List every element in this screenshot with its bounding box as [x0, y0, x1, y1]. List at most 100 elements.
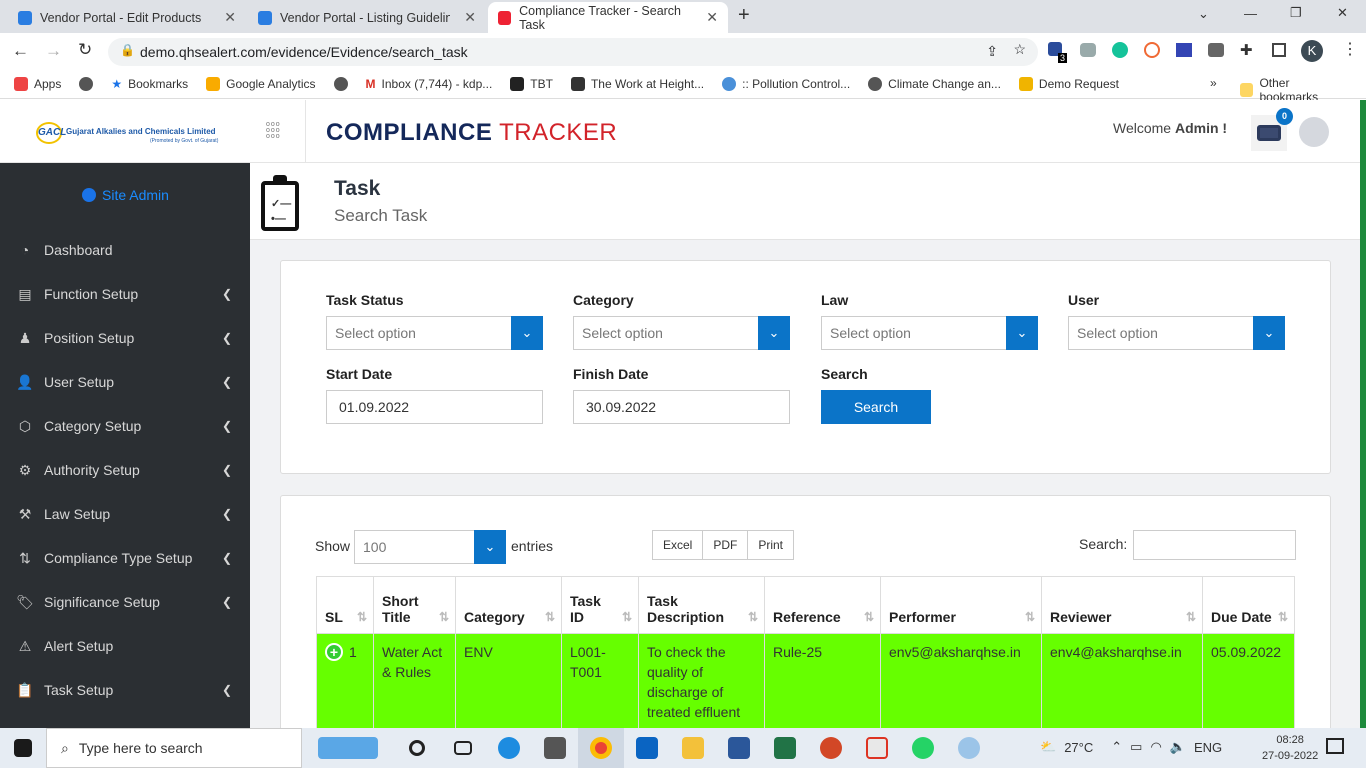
avatar[interactable]	[1299, 117, 1329, 147]
battery-icon[interactable]: ▭	[1130, 739, 1143, 754]
excel-icon[interactable]	[762, 728, 808, 768]
sort-icon[interactable]: ⇅	[863, 610, 874, 624]
print-button[interactable]: Print	[758, 538, 784, 552]
bookmark-bookmarks[interactable]: ★ Bookmarks	[111, 77, 189, 91]
grammarly-icon[interactable]	[1112, 42, 1128, 58]
clock[interactable]: 08:28 27-09-2022	[1262, 734, 1319, 762]
bookmark-inbox[interactable]: M Inbox (7,744) - kdp...	[365, 77, 493, 91]
sidebar-item-dashboard[interactable]: ◔ Dashboard	[0, 228, 250, 272]
scrollbar[interactable]	[1360, 100, 1366, 728]
column-header[interactable]: Task ID ⇅	[561, 576, 639, 634]
restore-button[interactable]: ❐	[1290, 5, 1302, 20]
site-admin-link[interactable]: Site Admin	[82, 187, 169, 203]
column-header[interactable]: Performer ⇅	[880, 576, 1042, 634]
bookmark-item[interactable]	[333, 77, 348, 91]
share-icon[interactable]: ⇪	[986, 43, 998, 59]
apps-grid-icon[interactable]: ooo ooo ooo	[266, 121, 281, 140]
extension-icon[interactable]	[1176, 43, 1192, 57]
chevron-down-icon[interactable]: ⌄	[1006, 316, 1038, 350]
reload-icon[interactable]: ↻	[78, 40, 93, 59]
sort-icon[interactable]: ⇅	[356, 610, 367, 624]
bookmark-item[interactable]	[79, 77, 94, 91]
chevron-down-icon[interactable]: ⌄	[511, 316, 543, 350]
word-icon[interactable]	[716, 728, 762, 768]
table-row[interactable]: +1 Water Act & Rules ENV L001-T001 To check …	[316, 633, 1295, 731]
whatsapp-icon[interactable]	[900, 728, 946, 768]
user-select[interactable]: Select option ⌄	[1068, 316, 1285, 350]
file-explorer-icon[interactable]	[670, 728, 716, 768]
paint-icon[interactable]	[946, 728, 992, 768]
sidebar-item-alert-setup[interactable]: ⚠ Alert Setup	[0, 624, 250, 668]
task-view-icon[interactable]	[440, 728, 486, 768]
bookmark-climate[interactable]: Climate Change an...	[868, 77, 1001, 91]
widget-icon[interactable]	[302, 728, 394, 768]
sidebar-item-law-setup[interactable]: ⚒ Law Setup ❮	[0, 492, 250, 536]
sort-icon[interactable]: ⇅	[438, 610, 449, 624]
finish-date-input[interactable]: 30.09.2022	[573, 390, 790, 424]
chevron-down-icon[interactable]: ⌄	[474, 530, 506, 564]
start-button[interactable]	[0, 728, 46, 768]
link-extension-icon[interactable]	[1048, 42, 1062, 56]
more-bookmarks-icon[interactable]: »	[1210, 76, 1217, 90]
law-select[interactable]: Select option ⌄	[821, 316, 1038, 350]
bookmark-tbt[interactable]: TBT	[510, 77, 553, 91]
column-header[interactable]: Category ⇅	[455, 576, 562, 634]
notification-center-icon[interactable]	[1326, 738, 1344, 754]
weather-icon[interactable]: ⛅	[1040, 739, 1057, 754]
outlook-icon[interactable]	[624, 728, 670, 768]
close-window-button[interactable]: ✕	[1337, 5, 1348, 20]
chevron-up-icon[interactable]: ⌃	[1111, 739, 1123, 754]
close-icon[interactable]: ✕	[224, 9, 236, 25]
new-tab-button[interactable]: +	[738, 4, 750, 26]
column-header[interactable]: Reviewer ⇅	[1041, 576, 1203, 634]
sort-icon[interactable]: ⇅	[1277, 610, 1288, 624]
sidebar-item-task-setup[interactable]: 📋 Task Setup ❮	[0, 668, 250, 712]
sidebar-item-compliance-type-setup[interactable]: ⇅ Compliance Type Setup ❮	[0, 536, 250, 580]
sort-icon[interactable]: ⇅	[1024, 610, 1035, 624]
chevron-down-icon[interactable]: ⌄	[758, 316, 790, 350]
bookmark-pollution[interactable]: :: Pollution Control...	[722, 77, 850, 91]
entries-select[interactable]: 100 ⌄	[354, 530, 506, 564]
column-header[interactable]: Reference ⇅	[764, 576, 881, 634]
sidebar-item-category-setup[interactable]: ⬡ Category Setup ❮	[0, 404, 250, 448]
edge-icon[interactable]	[486, 728, 532, 768]
task-status-select[interactable]: Select option ⌄	[326, 316, 543, 350]
sidebar-item-function-setup[interactable]: ▤ Function Setup ❮	[0, 272, 250, 316]
bookmark-google-analytics[interactable]: Google Analytics	[206, 77, 316, 91]
chevron-down-icon[interactable]: ⌄	[1253, 316, 1285, 350]
star-icon[interactable]: ☆	[1013, 41, 1026, 57]
sidebar-item-user-setup[interactable]: 👤 User Setup ❮	[0, 360, 250, 404]
sort-icon[interactable]: ⇅	[544, 610, 555, 624]
close-icon[interactable]: ✕	[706, 9, 718, 25]
close-icon[interactable]: ✕	[464, 9, 476, 25]
column-header[interactable]: SL ⇅	[316, 576, 374, 634]
profile-avatar[interactable]: K	[1301, 40, 1323, 62]
sidepanel-icon[interactable]	[1272, 43, 1286, 57]
search-button[interactable]: Search	[821, 390, 931, 424]
table-search-input[interactable]	[1133, 530, 1296, 560]
sidebar-item-significance-setup[interactable]: 🏷 Significance Setup ❮	[0, 580, 250, 624]
start-date-input[interactable]: 01.09.2022	[326, 390, 543, 424]
tab-vendor-edit[interactable]: Vendor Portal - Edit Products ✕	[8, 2, 246, 33]
sidebar-item-authority-setup[interactable]: ⚙ Authority Setup ❮	[0, 448, 250, 492]
sort-icon[interactable]: ⇅	[747, 610, 758, 624]
forward-icon[interactable]: →	[45, 41, 62, 60]
column-header[interactable]: Task Description ⇅	[638, 576, 765, 634]
language-indicator[interactable]: ENG	[1193, 739, 1223, 755]
back-icon[interactable]: ←	[12, 41, 29, 60]
menu-icon[interactable]: ⋮	[1342, 41, 1358, 58]
category-select[interactable]: Select option ⌄	[573, 316, 790, 350]
taskbar-search[interactable]: ⌕ Type here to search	[46, 728, 302, 768]
sort-icon[interactable]: ⇅	[621, 610, 632, 624]
tab-search-button[interactable]: ⌄	[1198, 6, 1209, 21]
bookmark-demo-request[interactable]: Demo Request	[1018, 77, 1119, 91]
wifi-icon[interactable]: ◠	[1150, 739, 1162, 754]
tab-compliance-tracker[interactable]: Compliance Tracker - Search Task ✕	[488, 2, 728, 33]
column-header[interactable]: Due Date ⇅	[1202, 576, 1295, 634]
acrobat-icon[interactable]	[854, 728, 900, 768]
excel-button[interactable]: Excel	[653, 531, 704, 559]
sidebar-item-position-setup[interactable]: ♟ Position Setup ❮	[0, 316, 250, 360]
extension-icon[interactable]	[1080, 43, 1096, 57]
sort-icon[interactable]: ⇅	[1185, 610, 1196, 624]
pdf-button[interactable]: PDF	[703, 531, 749, 559]
